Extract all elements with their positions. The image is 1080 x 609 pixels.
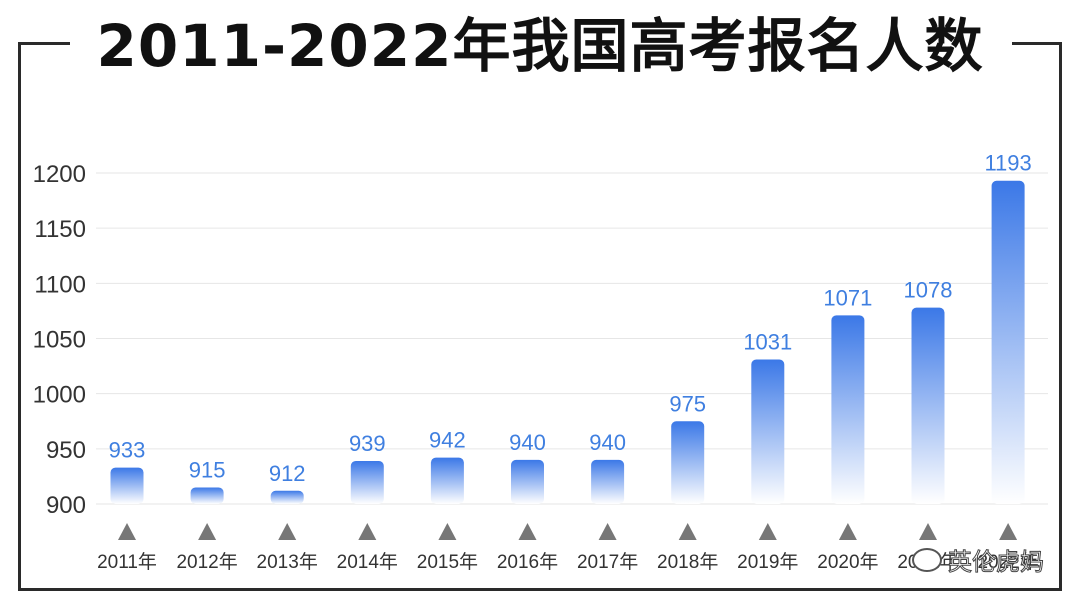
x-tick-label-2011年: 2011年 [97,551,157,573]
y-tick-label-900: 900 [46,492,86,519]
y-axis: 900 950 1000 1050 1100 1150 1200 [33,161,86,519]
value-label-2017年: 940 [589,430,626,455]
value-label-2016年: 940 [509,430,546,455]
value-label-2021年: 1078 [904,278,953,303]
bar-2013年 [270,490,304,504]
value-label-2020年: 1071 [823,285,872,310]
x-tick-label-2018年: 2018年 [657,551,718,573]
frame-bottom [18,588,1062,591]
marker-triangle-2013年 [278,523,297,540]
value-label-2012年: 915 [189,457,226,482]
value-label-2014年: 939 [349,431,386,456]
y-tick-label-950: 950 [46,437,86,464]
bar-2011年 [110,467,144,504]
marker-triangle-2020年 [838,523,857,540]
marker-triangle-2016年 [518,523,537,540]
frame-right [1059,42,1062,590]
watermark: 英伦虎妈 [912,542,1045,577]
frame-top-right [1012,42,1062,45]
marker-triangle-2011年 [118,523,136,540]
value-label-2018年: 975 [669,391,706,416]
y-tick-label-1150: 1150 [34,216,86,243]
bar-2018年 [671,421,705,504]
grid-layer [96,172,1048,505]
bar-2022年 [991,180,1025,504]
marker-triangle-2015年 [438,523,457,540]
bar-2014年 [350,460,384,504]
x-tick-label-2015年: 2015年 [417,551,478,573]
value-label-2019年: 1031 [743,329,792,354]
x-tick-label-2017年: 2017年 [577,551,638,573]
value-label-2013年: 912 [269,461,306,486]
y-tick-label-1000: 1000 [33,382,86,409]
wechat-icon [912,547,942,572]
bar-2012年 [190,487,224,504]
frame-top-left [18,42,70,45]
marker-triangle-2018年 [678,523,697,540]
marker-triangle-2021年 [919,523,937,540]
bars [110,180,1025,504]
marker-triangle-2022年 [999,523,1018,540]
watermark-text: 英伦虎妈 [948,548,1045,577]
chart-title-text: 2011-2022年我国高考报名人数 [86,12,994,80]
bar-2017年 [591,459,625,504]
y-tick-label-1050: 1050 [33,327,86,354]
x-tick-label-2016年: 2016年 [497,551,558,573]
value-label-2011年: 933 [109,438,146,463]
chart-title: 2011-2022年我国高考报名人数 [0,6,1080,86]
bar-2021年 [911,307,945,504]
y-tick-label-1200: 1200 [33,161,86,188]
bar-2020年 [831,315,865,504]
x-tick-label-2020年: 2020年 [817,551,878,573]
bar-2016年 [511,459,544,504]
x-tick-label-2014年: 2014年 [337,551,398,573]
marker-triangle-2014年 [358,523,377,540]
marker-triangle-2019年 [758,523,777,540]
x-tick-label-2019年: 2019年 [737,551,798,573]
x-tick-label-2012年: 2012年 [176,551,237,573]
x-tick-label-2022年: 2022年 [977,551,1038,573]
value-labels: 933 915 912 939 942 940 940 975 1031 1071 1078 1193 [109,151,1032,486]
value-label-2022年: 1193 [984,151,1031,176]
x-axis: 2011年 2012年 2013年 2014年 2015年 2016年 2017年 2018年… [97,523,1039,573]
bar-2015年 [430,457,464,504]
marker-triangle-2017年 [598,523,617,540]
marker-triangle-2012年 [198,523,217,540]
value-label-2015年: 942 [429,428,466,453]
bar-2019年 [751,359,785,504]
frame-left [18,42,21,590]
y-tick-label-1100: 1100 [34,271,86,298]
x-tick-label-2013年: 2013年 [257,551,318,573]
